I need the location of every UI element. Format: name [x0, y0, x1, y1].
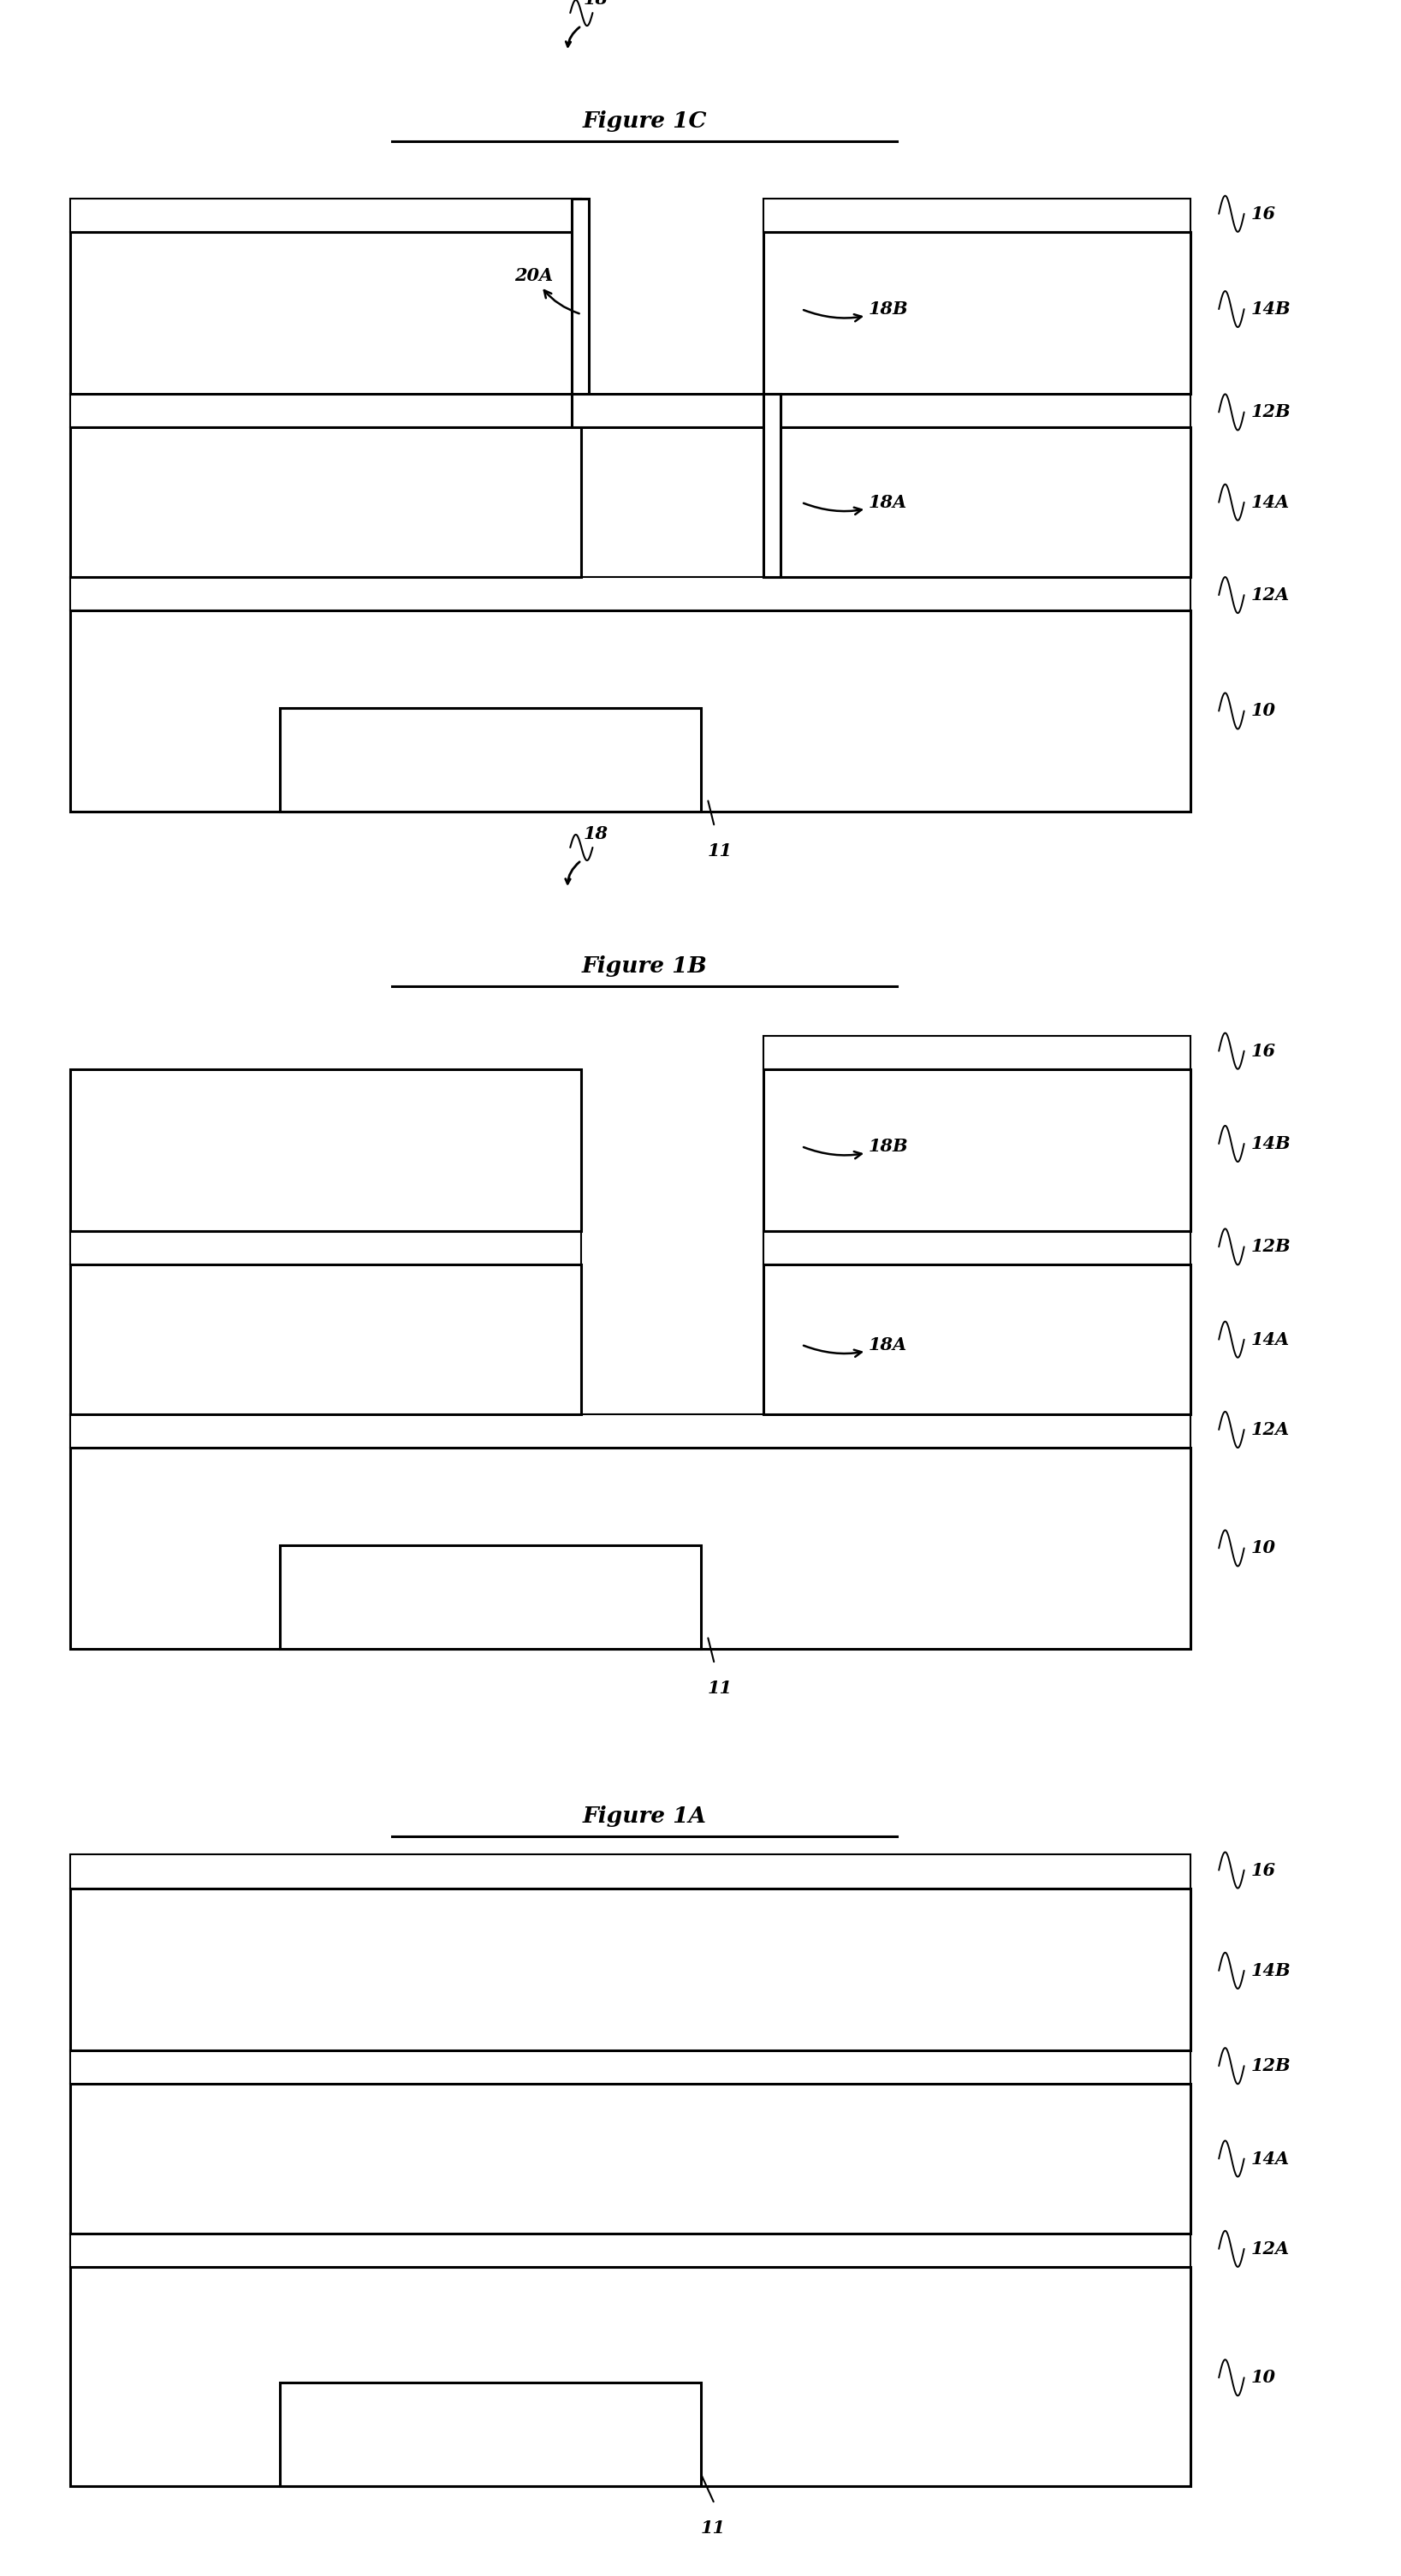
Bar [70, 611, 1191, 811]
Bar [764, 198, 1191, 232]
Bar [764, 1231, 1191, 1265]
Text: 11: 11 [708, 1680, 733, 1698]
Bar [764, 232, 1191, 394]
Bar [764, 394, 1191, 428]
Bar [70, 1265, 581, 1414]
Bar [70, 394, 581, 428]
Bar [70, 1855, 1191, 1888]
Text: Figure 1C: Figure 1C [583, 111, 706, 131]
Text: Figure 1B: Figure 1B [581, 956, 708, 976]
Text: 12B: 12B [1251, 404, 1290, 420]
Text: 14B: 14B [1251, 1136, 1290, 1151]
Text: 10: 10 [1251, 2370, 1276, 2385]
Text: 14B: 14B [1251, 1963, 1290, 1978]
Text: 14A: 14A [1251, 495, 1290, 510]
Text: 18A: 18A [804, 495, 908, 515]
Bar [70, 2233, 1191, 2267]
Bar [70, 1231, 581, 1265]
Bar [764, 1036, 1191, 1069]
Bar [70, 1069, 581, 1231]
Text: 18: 18 [583, 824, 608, 842]
Text: 12A: 12A [1251, 2241, 1290, 2257]
Bar [280, 1546, 700, 1649]
Text: 20A: 20A [514, 268, 579, 314]
Text: 18B: 18B [804, 1139, 908, 1159]
Text: 12A: 12A [1251, 1422, 1290, 1437]
Bar [764, 428, 1191, 577]
Bar [70, 2050, 1191, 2084]
Text: 10: 10 [1251, 1540, 1276, 1556]
Text: 11: 11 [700, 2519, 726, 2537]
Text: 16: 16 [1251, 206, 1276, 222]
Text: 18B: 18B [804, 301, 908, 322]
Bar [70, 2084, 1191, 2233]
Text: 12B: 12B [1251, 2058, 1290, 2074]
Text: 11: 11 [708, 842, 733, 860]
Text: 16: 16 [1251, 1043, 1276, 1059]
Bar [70, 428, 581, 577]
Bar [764, 1069, 1191, 1231]
Text: 18: 18 [583, 0, 608, 8]
Text: 10: 10 [1251, 703, 1276, 719]
Bar [70, 232, 581, 394]
Text: 18A: 18A [804, 1337, 908, 1358]
Text: 12B: 12B [1251, 1239, 1290, 1255]
Bar [572, 394, 780, 428]
Bar [70, 198, 581, 232]
Text: 14A: 14A [1251, 2151, 1290, 2166]
Bar [70, 1888, 1191, 2050]
Bar [70, 1448, 1191, 1649]
Bar [764, 394, 780, 577]
Bar [70, 577, 1191, 611]
Bar [70, 1414, 1191, 1448]
Bar [280, 2383, 700, 2486]
Text: Figure 1A: Figure 1A [583, 1806, 706, 1826]
Text: 14A: 14A [1251, 1332, 1290, 1347]
Text: 16: 16 [1251, 1862, 1276, 1878]
Bar [280, 708, 700, 811]
Text: 14B: 14B [1251, 301, 1290, 317]
Bar [70, 2267, 1191, 2486]
Bar [572, 198, 588, 394]
Bar [764, 1265, 1191, 1414]
Text: 12A: 12A [1251, 587, 1290, 603]
